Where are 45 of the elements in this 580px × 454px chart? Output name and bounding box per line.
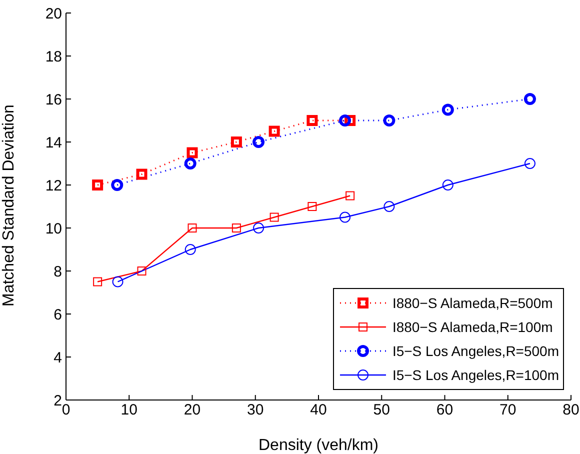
- legend-label: I5−S Los Angeles,R=500m: [392, 343, 559, 359]
- y-tick-label: 4: [54, 349, 62, 366]
- point: [524, 93, 536, 105]
- point: [186, 147, 198, 158]
- y-tick-label: 20: [45, 5, 62, 22]
- point: [136, 168, 148, 180]
- x-axis-title: Density (veh/km): [258, 437, 379, 454]
- y-tick-label: 16: [45, 91, 62, 108]
- y-tick-label: 10: [45, 220, 62, 238]
- point: [442, 180, 454, 190]
- y-tick-label: 8: [54, 263, 62, 280]
- y-tick-label: 6: [54, 306, 62, 324]
- point: [306, 115, 318, 126]
- point: [252, 136, 265, 148]
- legend-label: I880−S Alameda,R=500m: [392, 295, 553, 311]
- x-tick-label: 60: [436, 402, 454, 419]
- y-tick-label: 14: [45, 134, 62, 152]
- x-tick-label: 0: [62, 402, 70, 419]
- x-tick-label: 50: [373, 402, 390, 419]
- y-tick-label: 2: [54, 392, 62, 410]
- point: [340, 212, 351, 223]
- point: [253, 222, 264, 234]
- y-tick-label: 12: [45, 177, 62, 194]
- x-tick-label: 10: [120, 402, 138, 419]
- point: [184, 244, 196, 255]
- y-axis-title: Matched Standard Deviation: [0, 104, 18, 306]
- x-tick-label: 70: [500, 402, 516, 419]
- y-tick-label: 18: [45, 48, 62, 66]
- point: [112, 276, 124, 288]
- x-tick-label: 30: [247, 402, 264, 419]
- x-tick-label: 20: [184, 402, 201, 419]
- point: [92, 180, 104, 190]
- point: [268, 126, 280, 137]
- point: [230, 136, 242, 148]
- point: [524, 158, 536, 169]
- point: [442, 104, 454, 116]
- legend-label: I5−S Los Angeles,R=100m: [392, 367, 559, 383]
- point: [339, 114, 352, 126]
- point: [383, 114, 396, 126]
- point: [384, 201, 395, 212]
- legend-label: I880−S Alameda,R=100m: [392, 319, 553, 335]
- point: [184, 158, 196, 170]
- x-tick-label: 80: [562, 402, 580, 419]
- point: [111, 179, 124, 191]
- x-tick-label: 40: [310, 402, 327, 419]
